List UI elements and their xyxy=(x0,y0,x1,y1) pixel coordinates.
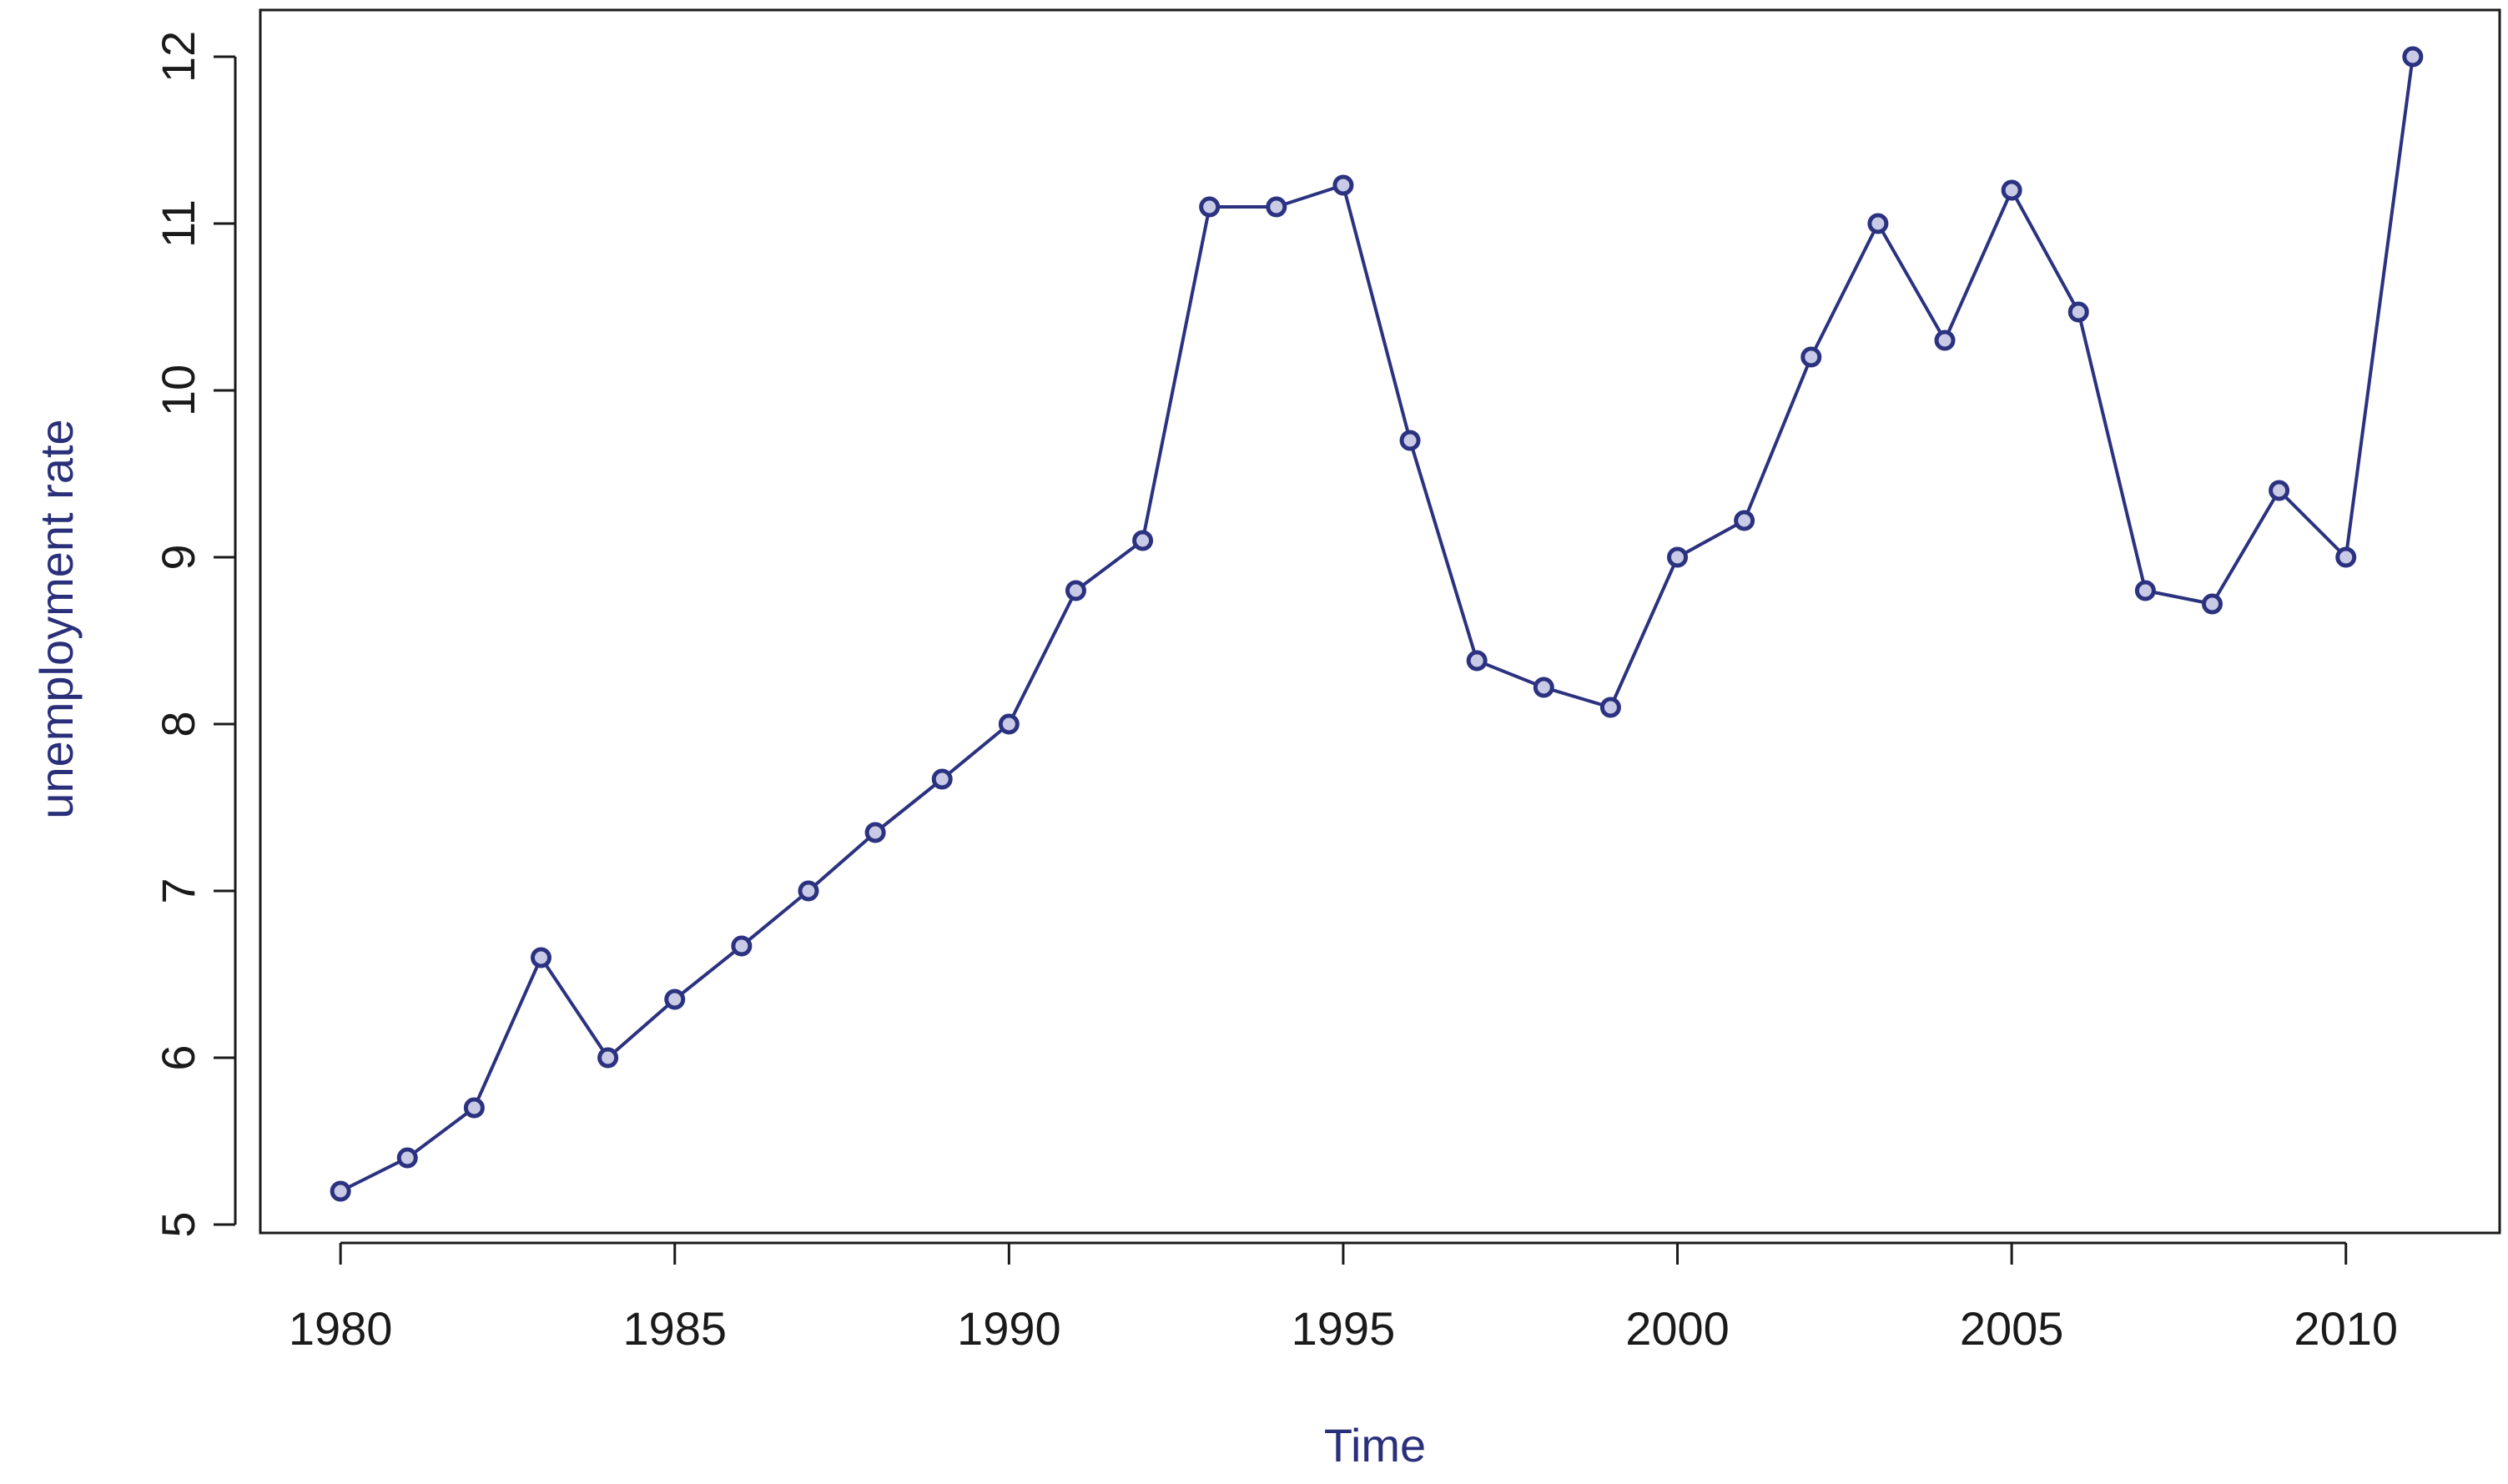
data-point xyxy=(2335,546,2357,568)
data-point xyxy=(2134,580,2156,601)
y-tick-label: 9 xyxy=(152,544,204,570)
x-tick-label: 2010 xyxy=(2294,1302,2398,1355)
data-point xyxy=(396,1147,418,1169)
y-tick-label: 8 xyxy=(152,711,204,737)
data-point xyxy=(931,768,953,790)
data-point xyxy=(2067,301,2089,323)
x-tick-label: 1980 xyxy=(289,1302,393,1355)
data-point xyxy=(1599,697,1621,718)
data-point xyxy=(463,1097,485,1119)
y-tick-label: 5 xyxy=(152,1211,204,1237)
data-point xyxy=(1734,510,1755,531)
data-point xyxy=(2201,593,2223,615)
y-axis-title: unemployment rate xyxy=(30,419,83,818)
data-point xyxy=(798,880,819,902)
data-point xyxy=(2001,179,2022,201)
data-point xyxy=(1065,580,1086,601)
y-tick-label: 12 xyxy=(152,31,204,83)
data-point xyxy=(531,947,552,968)
data-point xyxy=(1332,174,1354,196)
x-tick-label: 2005 xyxy=(1960,1302,2064,1355)
data-point xyxy=(1132,530,1154,551)
x-tick-label: 1985 xyxy=(622,1302,727,1355)
series-line xyxy=(340,56,2415,1193)
data-point xyxy=(1934,329,1956,351)
data-point xyxy=(731,935,753,957)
x-tick-label: 2000 xyxy=(1625,1302,1730,1355)
data-point xyxy=(1399,430,1421,451)
data-point xyxy=(1266,196,1287,218)
data-point xyxy=(1867,213,1889,234)
data-point xyxy=(998,713,1020,735)
data-point xyxy=(330,1180,351,1202)
y-tick-label: 10 xyxy=(152,365,204,416)
data-point xyxy=(864,822,886,843)
data-point xyxy=(1466,650,1488,672)
data-point xyxy=(2269,480,2290,501)
y-tick-label: 6 xyxy=(152,1044,204,1070)
x-axis-title: Time xyxy=(1324,1419,1426,1471)
data-point xyxy=(597,1047,619,1069)
data-point xyxy=(2402,46,2424,68)
y-tick-label: 7 xyxy=(152,878,204,903)
data-point xyxy=(1667,546,1689,568)
x-tick-label: 1995 xyxy=(1292,1302,1396,1355)
data-point xyxy=(1199,196,1221,218)
data-point xyxy=(664,988,686,1010)
x-tick-label: 1990 xyxy=(957,1302,1061,1355)
data-point xyxy=(1533,677,1554,698)
data-point xyxy=(1800,346,1822,368)
plot-frame xyxy=(259,8,2501,1235)
y-tick-label: 11 xyxy=(152,199,204,248)
